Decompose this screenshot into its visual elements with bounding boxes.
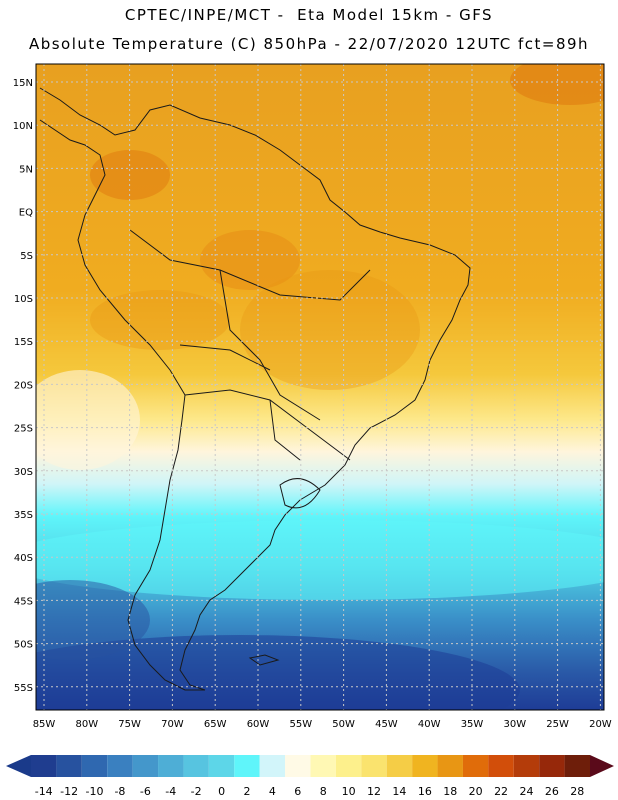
colorbar-label: -14 bbox=[35, 785, 53, 798]
longitude-label: 80W bbox=[75, 719, 98, 730]
colorbar-swatch bbox=[361, 755, 387, 777]
colorbar-label: 2 bbox=[243, 785, 250, 798]
colorbar-label: -4 bbox=[165, 785, 176, 798]
colorbar-label: -6 bbox=[140, 785, 151, 798]
longitude-label: 65W bbox=[204, 719, 227, 730]
colorbar-swatch bbox=[81, 755, 108, 777]
colorbar-label: 28 bbox=[570, 785, 584, 798]
colorbar-swatch bbox=[437, 755, 463, 777]
title-line-1: CPTEC/INPE/MCT - Eta Model 15km - GFS bbox=[124, 6, 494, 24]
coastline bbox=[39, 87, 471, 691]
colorbar-swatch bbox=[56, 755, 82, 777]
temperature-field bbox=[36, 64, 604, 710]
longitude-label: 25W bbox=[546, 719, 569, 730]
latitude-label: 10N bbox=[13, 121, 33, 132]
colorbar-swatch bbox=[310, 755, 336, 777]
colorbar-high-arrow bbox=[590, 755, 614, 777]
colorbar-label: 18 bbox=[443, 785, 457, 798]
colorbar-label: 0 bbox=[218, 785, 225, 798]
colorbar-label: 14 bbox=[392, 785, 406, 798]
colorbar-swatch bbox=[107, 755, 133, 777]
longitude-label: 35W bbox=[461, 719, 484, 730]
longitude-labels: 85W 80W 75W 70W 65W 60W 55W 50W 45W 40W 35W 30W 25W 2… bbox=[33, 719, 612, 730]
longitude-label: 60W bbox=[247, 719, 270, 730]
latitude-label: 35S bbox=[14, 510, 33, 521]
title-line-2: Absolute Temperature (C) 850hPa - 22/07/… bbox=[28, 35, 590, 53]
longitude-label: 50W bbox=[332, 719, 355, 730]
colorbar-swatch bbox=[31, 755, 57, 777]
colorbar-swatch bbox=[158, 755, 184, 777]
latitude-label: 30S bbox=[14, 467, 33, 478]
colorbar-label: 22 bbox=[494, 785, 508, 798]
colorbar-swatch bbox=[132, 755, 159, 777]
colorbar-swatch bbox=[539, 755, 565, 777]
map-frame bbox=[35, 63, 605, 711]
latitude-label: 20S bbox=[14, 380, 33, 391]
latitude-label: 55S bbox=[14, 683, 33, 694]
colorbar-swatch bbox=[386, 755, 413, 777]
latitude-label: 10S bbox=[14, 294, 33, 305]
colorbar-swatch bbox=[513, 755, 540, 777]
colorbar-swatch bbox=[259, 755, 286, 777]
colorbar-swatch bbox=[412, 755, 438, 777]
colorbar-swatch bbox=[208, 755, 235, 777]
latitude-label: 40S bbox=[14, 553, 33, 564]
colorbar-swatch bbox=[488, 755, 514, 777]
colorbar-low-arrow bbox=[6, 755, 31, 777]
colorbar-labels: -14 -12 -10 -8 -6 -4 -2 0 2 4 6 8 10 12 14 16 18 20 22 24 26… bbox=[35, 785, 585, 798]
longitude-label: 55W bbox=[289, 719, 312, 730]
colorbar-label: 16 bbox=[418, 785, 432, 798]
colorbar-label: 10 bbox=[342, 785, 356, 798]
colorbar-label: -2 bbox=[191, 785, 202, 798]
colorbar-label: -12 bbox=[60, 785, 78, 798]
longitude-label: 30W bbox=[503, 719, 526, 730]
colorbar-swatch bbox=[564, 755, 590, 777]
colorbar-label: -10 bbox=[86, 785, 104, 798]
latitude-label: 5N bbox=[19, 164, 33, 175]
colorbar-label: 24 bbox=[519, 785, 533, 798]
colorbar-label: 4 bbox=[269, 785, 276, 798]
colorbar-swatch bbox=[462, 755, 489, 777]
longitude-label: 70W bbox=[161, 719, 184, 730]
latitude-label: 15N bbox=[13, 78, 33, 89]
longitude-label: 75W bbox=[118, 719, 141, 730]
latitude-label: 50S bbox=[14, 640, 33, 651]
colorbar bbox=[6, 755, 614, 777]
colorbar-swatch bbox=[234, 755, 260, 777]
latitude-label: 15S bbox=[14, 337, 33, 348]
colorbar-label: 20 bbox=[469, 785, 483, 798]
latitude-label: 25S bbox=[14, 424, 33, 435]
colorbar-label: 6 bbox=[294, 785, 301, 798]
colorbar-label: -8 bbox=[114, 785, 125, 798]
longitude-label: 45W bbox=[375, 719, 398, 730]
longitude-label: 85W bbox=[33, 719, 56, 730]
latitude-label: 5S bbox=[20, 251, 33, 262]
latitude-labels: 15N 10N 5N EQ 5S 10S 15S 20S 25S 30S 35S 40S 45S 50S 5… bbox=[13, 78, 33, 694]
longitude-label: 40W bbox=[418, 719, 441, 730]
longitude-label: 20W bbox=[589, 719, 612, 730]
colorbar-label: 8 bbox=[320, 785, 327, 798]
colorbar-swatch bbox=[285, 755, 311, 777]
colorbar-label: 12 bbox=[367, 785, 381, 798]
colorbar-swatch bbox=[183, 755, 209, 777]
latitude-label: EQ bbox=[19, 208, 33, 219]
latitude-label: 45S bbox=[14, 596, 33, 607]
colorbar-swatch bbox=[335, 755, 362, 777]
colorbar-label: 26 bbox=[545, 785, 559, 798]
